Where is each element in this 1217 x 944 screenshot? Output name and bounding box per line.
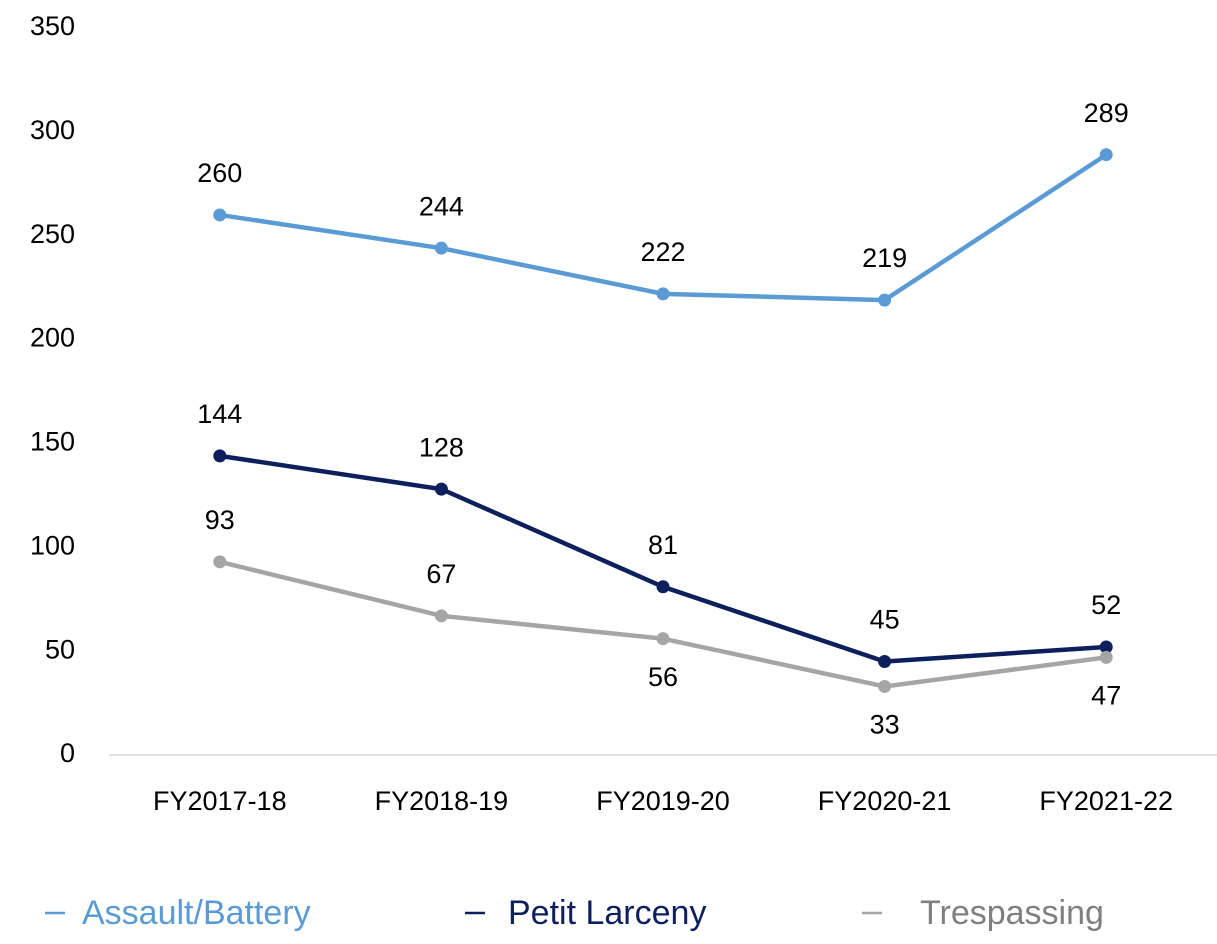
x-tick-label: FY2020-21 — [818, 786, 952, 816]
data-point — [213, 555, 227, 569]
data-point — [1099, 640, 1113, 654]
data-label: 93 — [205, 505, 235, 535]
data-label: 33 — [870, 710, 900, 740]
legend-label: Trespassing — [920, 894, 1104, 932]
data-label: 260 — [197, 158, 242, 188]
data-point — [213, 449, 227, 463]
x-tick-label: FY2021-22 — [1039, 786, 1173, 816]
y-tick-label: 200 — [30, 323, 75, 353]
data-label: 45 — [870, 605, 900, 635]
legend-label: Assault/Battery — [82, 894, 311, 932]
data-point — [1099, 650, 1113, 664]
data-point — [434, 241, 448, 255]
y-tick-label: 350 — [30, 11, 75, 41]
data-point — [434, 482, 448, 496]
data-label: 52 — [1091, 590, 1121, 620]
data-point — [656, 580, 670, 594]
data-point — [656, 632, 670, 646]
data-point — [878, 293, 892, 307]
data-label: 67 — [426, 559, 456, 589]
data-label: 244 — [419, 191, 464, 221]
y-tick-label: 100 — [30, 530, 75, 560]
data-point — [878, 679, 892, 693]
series-line — [219, 152, 1108, 303]
data-label: 56 — [648, 662, 678, 692]
data-point — [878, 655, 892, 669]
data-label: 144 — [197, 399, 242, 429]
data-point — [1099, 148, 1113, 162]
legend-label: Petit Larceny — [508, 894, 706, 932]
x-tick-label: FY2018-19 — [375, 786, 509, 816]
data-point — [656, 287, 670, 301]
x-tick-label: FY2019-20 — [596, 786, 730, 816]
x-tick-label: FY2017-18 — [153, 786, 287, 816]
y-tick-label: 250 — [30, 219, 75, 249]
data-label: 81 — [648, 530, 678, 560]
data-label: 47 — [1091, 680, 1121, 710]
data-label: 289 — [1084, 98, 1129, 128]
data-label: 128 — [419, 432, 464, 462]
data-label: 219 — [862, 243, 907, 273]
y-tick-label: 50 — [45, 634, 75, 664]
data-label: 222 — [640, 237, 685, 267]
y-tick-label: 300 — [30, 115, 75, 145]
y-tick-label: 150 — [30, 427, 75, 457]
y-tick-label: 0 — [60, 738, 75, 768]
data-point — [434, 609, 448, 623]
data-point — [213, 208, 227, 222]
